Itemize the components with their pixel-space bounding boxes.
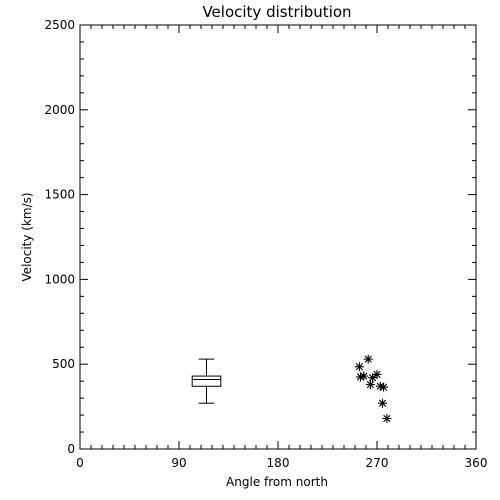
data-point-star bbox=[382, 413, 392, 423]
data-point-star bbox=[379, 382, 389, 392]
data-point-star bbox=[354, 362, 364, 372]
y-tick-label: 1000 bbox=[44, 272, 75, 286]
y-tick-label: 500 bbox=[52, 357, 75, 371]
y-tick-label: 1500 bbox=[44, 188, 75, 202]
data-point-star bbox=[363, 354, 373, 364]
y-tick-label: 2500 bbox=[44, 18, 75, 32]
x-tick-label: 180 bbox=[267, 456, 290, 470]
data-point-star bbox=[368, 373, 378, 383]
box-iqr bbox=[191, 375, 222, 387]
plot-frame bbox=[79, 24, 477, 450]
y-tick-label: 0 bbox=[67, 442, 75, 456]
data-point-star bbox=[372, 369, 382, 379]
data-points bbox=[354, 354, 392, 423]
velocity-boxplot bbox=[191, 358, 222, 404]
x-tick-label: 270 bbox=[366, 456, 389, 470]
y-tick-labels: 0 500 1000 1500 2000 2500 bbox=[44, 18, 75, 456]
x-axis-label: Angle from north bbox=[226, 475, 328, 489]
x-tick-label: 90 bbox=[171, 456, 186, 470]
x-tick-label: 360 bbox=[465, 456, 488, 470]
y-axis-label: Velocity (km/s) bbox=[20, 192, 34, 281]
x-tick-label: 0 bbox=[76, 456, 84, 470]
x-tick-labels: 0 90 180 270 360 bbox=[76, 456, 487, 470]
y-tick-label: 2000 bbox=[44, 103, 75, 117]
data-point-star bbox=[356, 372, 365, 382]
chart-title: Velocity distribution bbox=[202, 3, 351, 21]
data-point-star bbox=[365, 380, 375, 390]
axis-ticks bbox=[79, 24, 477, 450]
data-point-star bbox=[378, 398, 387, 408]
